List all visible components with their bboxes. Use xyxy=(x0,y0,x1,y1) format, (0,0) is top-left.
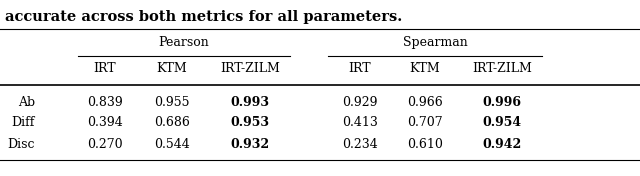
Text: 0.270: 0.270 xyxy=(87,137,123,150)
Text: 0.932: 0.932 xyxy=(230,137,269,150)
Text: 0.413: 0.413 xyxy=(342,117,378,130)
Text: 0.610: 0.610 xyxy=(407,137,443,150)
Text: IRT-ZILM: IRT-ZILM xyxy=(472,62,532,76)
Text: KTM: KTM xyxy=(157,62,188,76)
Text: IRT-ZILM: IRT-ZILM xyxy=(220,62,280,76)
Text: 0.966: 0.966 xyxy=(407,96,443,109)
Text: accurate across both metrics for all parameters.: accurate across both metrics for all par… xyxy=(5,10,403,24)
Text: Spearman: Spearman xyxy=(403,36,467,49)
Text: IRT: IRT xyxy=(349,62,371,76)
Text: 0.955: 0.955 xyxy=(154,96,189,109)
Text: 0.942: 0.942 xyxy=(483,137,522,150)
Text: 0.544: 0.544 xyxy=(154,137,190,150)
Text: 0.929: 0.929 xyxy=(342,96,378,109)
Text: 0.953: 0.953 xyxy=(230,117,269,130)
Text: 0.234: 0.234 xyxy=(342,137,378,150)
Text: 0.839: 0.839 xyxy=(87,96,123,109)
Text: 0.394: 0.394 xyxy=(87,117,123,130)
Text: 0.686: 0.686 xyxy=(154,117,190,130)
Text: Diff: Diff xyxy=(12,117,35,130)
Text: Pearson: Pearson xyxy=(159,36,209,49)
Text: 0.954: 0.954 xyxy=(483,117,522,130)
Text: 0.993: 0.993 xyxy=(230,96,269,109)
Text: KTM: KTM xyxy=(410,62,440,76)
Text: 0.996: 0.996 xyxy=(483,96,522,109)
Text: Disc: Disc xyxy=(8,137,35,150)
Text: 0.707: 0.707 xyxy=(407,117,443,130)
Text: Ab: Ab xyxy=(18,96,35,109)
Text: IRT: IRT xyxy=(93,62,116,76)
